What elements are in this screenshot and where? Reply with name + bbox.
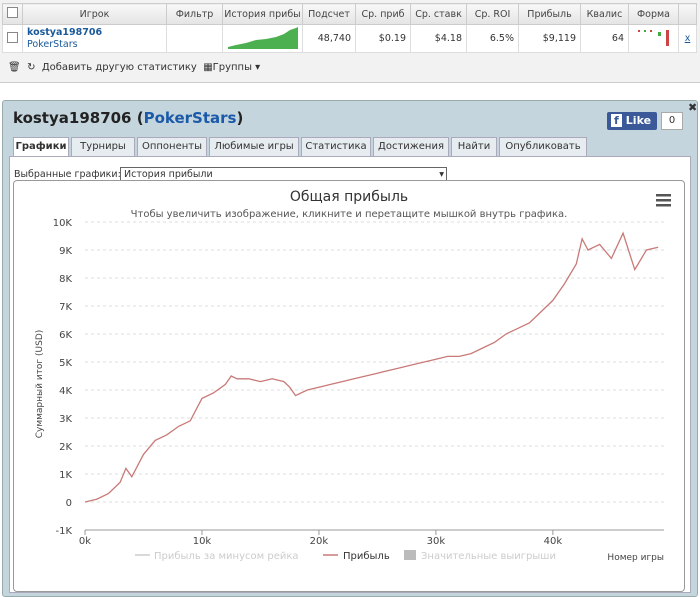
- y-tick-label: 2K: [59, 442, 72, 453]
- trash-icon[interactable]: 🗑: [8, 62, 21, 73]
- like-count: 0: [661, 112, 683, 130]
- header-cell[interactable]: Фильтр: [166, 3, 223, 25]
- y-tick-label: 10K: [53, 218, 73, 229]
- player-link[interactable]: kostya198706: [27, 26, 103, 38]
- y-tick-label: -1K: [55, 526, 72, 537]
- paren: ): [236, 109, 244, 127]
- legend-item: Прибыль за минусом рейка: [154, 551, 299, 562]
- x-tick-label: 20k: [310, 536, 329, 547]
- cell: $4.18: [410, 24, 467, 53]
- header-cell[interactable]: Ср. ставк: [410, 3, 467, 25]
- add-stat[interactable]: Добавить другую статистику: [41, 62, 197, 73]
- cell: kostya198706 PokerStars: [22, 24, 167, 53]
- x-tick-label: 10k: [193, 536, 212, 547]
- chart-title: Общая прибыль: [290, 189, 408, 205]
- tab[interactable]: Графики: [13, 137, 69, 158]
- legend-item: Прибыль: [343, 551, 390, 562]
- close-button[interactable]: ✖: [688, 101, 698, 114]
- tab[interactable]: Статистика: [301, 137, 371, 156]
- header-cell[interactable]: История прибы: [222, 3, 303, 25]
- checkbox[interactable]: [7, 7, 18, 18]
- cell: [222, 24, 303, 53]
- legend-item: Значительные выигрыши: [421, 551, 556, 562]
- tab[interactable]: Турниры: [71, 137, 135, 156]
- header-cell[interactable]: Игрок: [22, 3, 167, 25]
- tab[interactable]: Оппоненты: [137, 137, 207, 156]
- checkbox[interactable]: [7, 31, 18, 43]
- header-cell[interactable]: Подсчет: [302, 3, 356, 25]
- y-tick-label: 6K: [59, 330, 72, 341]
- header-cell[interactable]: Ср. ROI: [466, 3, 519, 25]
- menu-icon[interactable]: [656, 194, 671, 207]
- panel-title: kostya198706 (PokerStars): [13, 109, 243, 127]
- groups-menu[interactable]: Группы: [212, 62, 252, 73]
- select-label: Выбранные графики:: [14, 169, 121, 180]
- tab[interactable]: Любимые игры: [209, 137, 299, 156]
- y-tick-label: 3K: [59, 414, 72, 425]
- refresh-icon[interactable]: ↻: [27, 62, 36, 73]
- y-tick-label: 0: [66, 498, 72, 509]
- sparkline: [228, 27, 298, 49]
- cell: $0.19: [355, 24, 411, 53]
- header-cell: [678, 3, 697, 25]
- toolbar: 🗑 ↻ Добавить другую статистику ▦Группы ▾: [8, 62, 261, 73]
- y-tick-label: 9K: [59, 246, 72, 257]
- player-name: kostya198706: [13, 109, 132, 127]
- y-tick-label: 8K: [59, 274, 72, 285]
- x-axis-title: Номер игры: [607, 553, 664, 563]
- y-tick-label: 5K: [59, 358, 72, 369]
- x-tick-label: 30k: [427, 536, 446, 547]
- cell: $9,119: [518, 24, 581, 53]
- like-text: Like: [625, 114, 652, 127]
- cell: [166, 24, 223, 53]
- header-cell[interactable]: Ср. приб: [355, 3, 411, 25]
- line-series: [84, 231, 659, 503]
- cell: 48,740: [302, 24, 356, 53]
- stats-table: Игрок Фильтр История прибы Подсчет Ср. п…: [2, 3, 697, 53]
- chart-frame: [13, 180, 685, 592]
- tab[interactable]: Опубликовать: [499, 137, 587, 156]
- paren: (: [136, 109, 144, 127]
- y-axis-title: Суммарный итог (USD): [35, 330, 45, 439]
- legend-symbol: [404, 550, 416, 560]
- header-cell[interactable]: Форма: [628, 3, 679, 25]
- cell: 64: [580, 24, 629, 53]
- cell: 6.5%: [466, 24, 519, 53]
- y-tick-label: 4K: [59, 386, 72, 397]
- x-tick-label: 40k: [544, 536, 563, 547]
- remove-link[interactable]: x: [678, 24, 697, 53]
- site-link[interactable]: PokerStars: [143, 109, 237, 127]
- y-tick-label: 1K: [59, 470, 72, 481]
- chart-subtitle: Чтобы увеличить изображение, кликните и …: [131, 209, 568, 220]
- tab[interactable]: Найти: [451, 137, 497, 156]
- form-icon: [638, 30, 669, 46]
- like-button[interactable]: f Like: [607, 112, 658, 130]
- y-tick-label: 7K: [59, 302, 72, 313]
- selected-value: История прибыли: [124, 169, 213, 180]
- stats-area: Игрок Фильтр История прибы Подсчет Ср. п…: [0, 0, 700, 83]
- x-tick-label: 0k: [79, 536, 91, 547]
- site: PokerStars: [27, 38, 78, 50]
- tab[interactable]: Достижения: [373, 137, 449, 156]
- cell: [2, 24, 23, 53]
